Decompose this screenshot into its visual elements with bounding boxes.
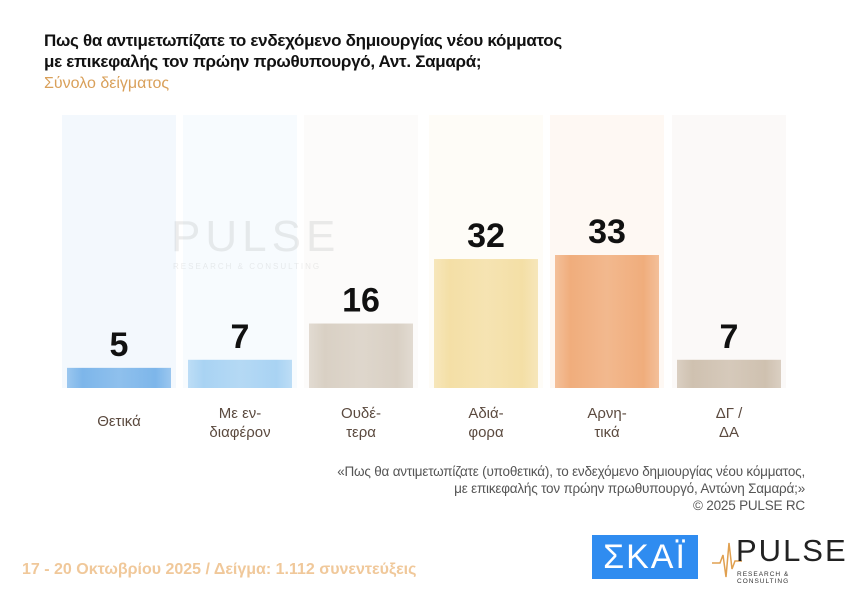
- category-label: Αρνη-: [587, 405, 626, 422]
- pulse-logo-tag: RESEARCH & CONSULTING: [737, 571, 790, 585]
- note-line-2: με επικεφαλής τον πρώην πρωθυπουργό, Αντ…: [454, 481, 805, 496]
- category-label: ΔΑ: [719, 424, 739, 441]
- bar: [434, 259, 538, 388]
- bar: [309, 323, 413, 388]
- watermark-tag: RESEARCH & CONSULTING: [173, 262, 322, 271]
- bar: [67, 367, 171, 388]
- data-label: 32: [467, 217, 505, 255]
- bar: [188, 359, 292, 388]
- title-line-2: με επικεφαλής τον πρώην πρωθυπουργό, Αντ…: [44, 52, 482, 71]
- data-label: 7: [720, 318, 739, 356]
- skai-logo: ΣΚΑΪ: [592, 535, 698, 579]
- category-label: Ουδέ-: [341, 405, 381, 422]
- watermark-word: PULSE: [171, 212, 341, 261]
- copyright: © 2025 PULSE RC: [692, 498, 805, 513]
- question-note: «Πως θα αντιμετωπίζατε (υποθετικά), το ε…: [337, 463, 805, 514]
- bar-panel: [62, 115, 176, 388]
- category-label: φορα: [468, 424, 504, 441]
- pulse-logo-word: PULSE: [736, 533, 848, 568]
- survey-footer: 17 - 20 Οκτωβρίου 2025 / Δείγμα: 1.112 σ…: [22, 561, 417, 578]
- category-label: τικά: [594, 424, 620, 441]
- data-label: 16: [342, 282, 380, 320]
- category-label: Αδιά-: [468, 405, 503, 422]
- bar: [555, 255, 659, 388]
- bar-panel: [672, 115, 786, 388]
- category-label: ΔΓ /: [716, 405, 743, 422]
- pulse-logo: PULSE RESEARCH & CONSULTING: [712, 533, 846, 585]
- category-label: τερα: [346, 424, 376, 441]
- chart-subtitle: Σύνολο δείγματος: [44, 75, 170, 92]
- pulse-wave-icon: [712, 542, 742, 578]
- category-label: διαφέρον: [209, 424, 270, 441]
- chart-title: Πως θα αντιμετωπίζατε το ενδεχόμενο δημι…: [44, 30, 562, 72]
- data-label: 5: [110, 326, 129, 364]
- pulse-watermark: PULSE RESEARCH & CONSULTING: [135, 212, 340, 271]
- bar: [677, 359, 781, 388]
- bar-chart: 5 Θετικά 7 Με εν-διαφέρον 16 Ουδέ-τερα 32 Αδιά-…: [62, 115, 786, 441]
- title-line-1: Πως θα αντιμετωπίζατε το ενδεχόμενο δημι…: [44, 31, 562, 50]
- data-label: 7: [231, 318, 250, 356]
- bar-panel: [183, 115, 297, 388]
- data-label: 33: [588, 213, 626, 251]
- note-line-1: «Πως θα αντιμετωπίζατε (υποθετικά), το ε…: [337, 464, 805, 479]
- category-label: Με εν-: [219, 405, 262, 422]
- category-label: Θετικά: [97, 413, 141, 430]
